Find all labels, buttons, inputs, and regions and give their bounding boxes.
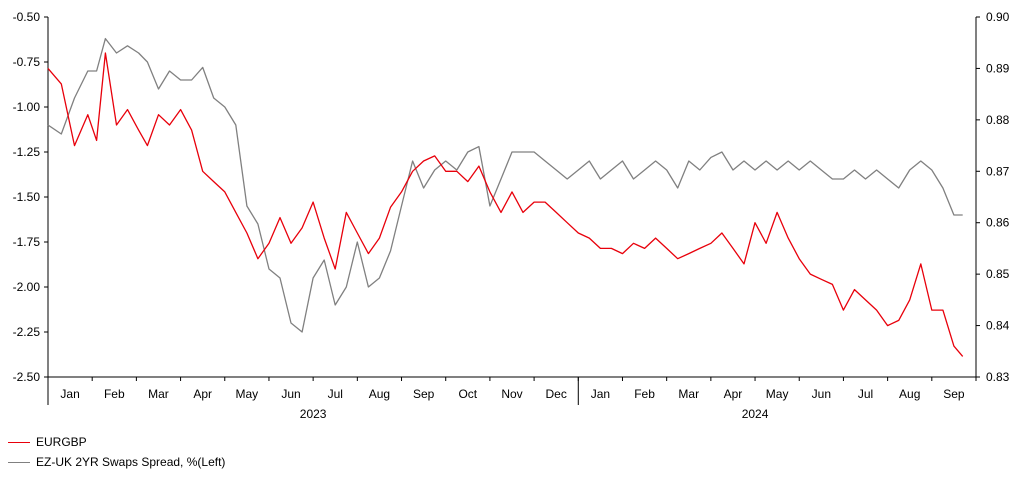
month-label: Jan bbox=[591, 387, 610, 401]
legend-label-swaps-spread: EZ-UK 2YR Swaps Spread, %(Left) bbox=[36, 455, 226, 469]
series-line-eurgbp bbox=[47, 52, 964, 357]
right-tick-label: 0.89 bbox=[986, 61, 1010, 75]
month-label: Mar bbox=[678, 387, 699, 401]
legend-item-swaps-spread: EZ-UK 2YR Swaps Spread, %(Left) bbox=[8, 452, 225, 472]
series-line-swaps-spread bbox=[47, 37, 963, 333]
right-tick-label: 0.88 bbox=[986, 113, 1010, 127]
left-tick-label: -1.25 bbox=[13, 145, 41, 159]
month-label: Apr bbox=[193, 387, 212, 401]
right-tick-label: 0.87 bbox=[986, 164, 1010, 178]
month-label: May bbox=[766, 387, 789, 401]
left-tick-label: -2.50 bbox=[13, 370, 41, 384]
month-label: Sep bbox=[413, 387, 435, 401]
right-tick-label: 0.90 bbox=[986, 10, 1010, 24]
month-label: Sep bbox=[943, 387, 965, 401]
left-tick-label: -1.00 bbox=[13, 100, 41, 114]
legend-swatch-eurgbp bbox=[8, 441, 30, 443]
month-label: Aug bbox=[899, 387, 920, 401]
left-tick-label: -2.00 bbox=[13, 280, 41, 294]
month-label: Oct bbox=[458, 387, 477, 401]
month-label: Jun bbox=[281, 387, 300, 401]
right-axis: 0.90 0.89 0.88 0.87 0.86 0.85 0.84 0.83 bbox=[976, 10, 1010, 384]
legend: EURGBP EZ-UK 2YR Swaps Spread, %(Left) bbox=[8, 432, 225, 472]
year-label: 2023 bbox=[300, 407, 327, 421]
left-axis: -0.50 -0.75 -1.00 -1.25 -1.50 -1.75 -2.00 -2.25… bbox=[13, 10, 48, 384]
line-chart: -0.50 -0.75 -1.00 -1.25 -1.50 -1.75 -2.00 -2.25… bbox=[13, 10, 1010, 421]
left-tick-label: -2.25 bbox=[13, 325, 41, 339]
year-label: 2024 bbox=[742, 407, 769, 421]
left-tick-label: -1.50 bbox=[13, 190, 41, 204]
left-tick-label: -0.50 bbox=[13, 10, 41, 24]
left-tick-label: -1.75 bbox=[13, 235, 41, 249]
legend-item-eurgbp: EURGBP bbox=[8, 432, 225, 452]
plot-frame bbox=[47, 17, 977, 378]
x-axis: Jan Feb Mar Apr May Jun Jul Aug Sep Oct Nov Dec Jan F… bbox=[47, 377, 977, 421]
right-tick-label: 0.83 bbox=[986, 370, 1010, 384]
month-label: Jan bbox=[60, 387, 79, 401]
right-tick-label: 0.84 bbox=[986, 319, 1010, 333]
month-label: Feb bbox=[104, 387, 125, 401]
legend-swatch-swaps-spread bbox=[8, 461, 30, 463]
month-label: Mar bbox=[148, 387, 169, 401]
month-label: Jul bbox=[858, 387, 873, 401]
month-label: Jun bbox=[812, 387, 831, 401]
month-label: Nov bbox=[501, 387, 522, 401]
month-label: May bbox=[236, 387, 259, 401]
legend-label-eurgbp: EURGBP bbox=[36, 435, 87, 449]
left-tick-label: -0.75 bbox=[13, 55, 41, 69]
right-tick-label: 0.86 bbox=[986, 216, 1010, 230]
month-label: Feb bbox=[634, 387, 655, 401]
right-tick-label: 0.85 bbox=[986, 267, 1010, 281]
series-layer bbox=[47, 37, 964, 357]
month-label: Apr bbox=[724, 387, 743, 401]
month-label: Jul bbox=[328, 387, 343, 401]
month-label: Dec bbox=[546, 387, 567, 401]
month-label: Aug bbox=[369, 387, 390, 401]
